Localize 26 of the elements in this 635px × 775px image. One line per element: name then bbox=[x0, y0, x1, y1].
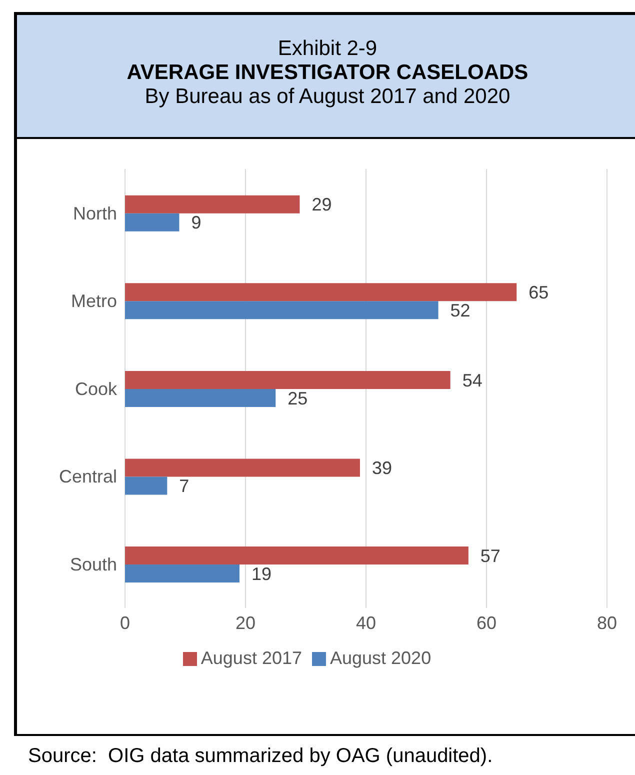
x-tick-label: 60 bbox=[476, 612, 497, 633]
data-label: 39 bbox=[372, 458, 392, 478]
y-tick-label: Metro bbox=[70, 291, 117, 312]
x-tick-label: 20 bbox=[235, 612, 256, 633]
data-label: 29 bbox=[312, 194, 332, 215]
x-tick-label: 0 bbox=[120, 612, 130, 633]
legend-label: August 2017 bbox=[200, 648, 302, 668]
data-label: 19 bbox=[251, 564, 272, 584]
y-tick-label: North bbox=[72, 203, 117, 224]
data-label: 57 bbox=[480, 546, 500, 566]
y-tick-label: South bbox=[70, 554, 117, 574]
source-note: Source: OIG data summarized by OAG (unaudited). bbox=[28, 745, 493, 768]
legend-label: August 2020 bbox=[330, 648, 432, 668]
chart-subtitle: By Bureau as of August 2017 and 2020 bbox=[144, 85, 512, 109]
data-label: 9 bbox=[191, 212, 202, 233]
x-tick-label: 40 bbox=[356, 612, 376, 633]
data-label: 54 bbox=[462, 370, 482, 390]
text: Exhibit 2-9 bbox=[276, 37, 378, 61]
chart-title: AVERAGE INVESTIGATOR CASELOADS bbox=[126, 61, 530, 85]
data-label: 7 bbox=[179, 476, 190, 496]
data-label: 52 bbox=[450, 300, 470, 321]
y-tick-label: Cook bbox=[74, 378, 118, 399]
y-tick-label: Central bbox=[58, 466, 117, 487]
data-label: 65 bbox=[528, 282, 549, 303]
data-label: 25 bbox=[288, 388, 308, 408]
x-tick-label: 80 bbox=[596, 612, 618, 633]
